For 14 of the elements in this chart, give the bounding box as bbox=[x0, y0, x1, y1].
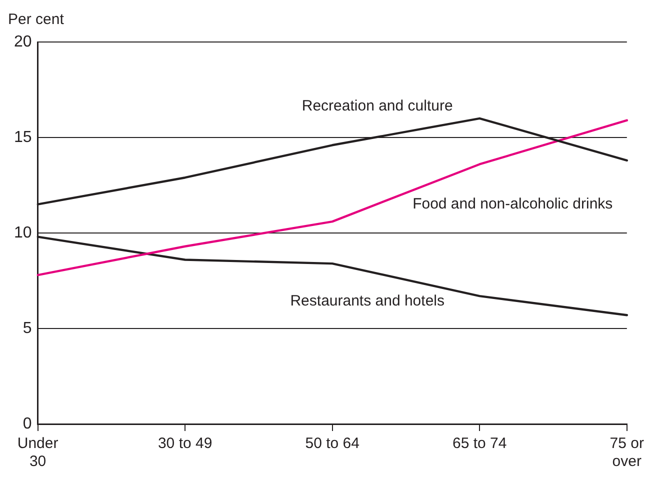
y-tick-label: 5 bbox=[22, 320, 32, 337]
y-tick-label: 15 bbox=[14, 128, 32, 146]
x-tick-label: 65 to 74 bbox=[452, 435, 507, 452]
y-tick-label: 10 bbox=[14, 224, 32, 242]
x-tick-label: Under 30 bbox=[17, 435, 58, 470]
x-tick-label: 30 to 49 bbox=[158, 435, 212, 452]
y-axis-title: Per cent bbox=[8, 11, 65, 28]
y-tick-label: 0 bbox=[22, 415, 32, 432]
y-tick-label: 20 bbox=[14, 33, 32, 50]
series-label: Food and non-alcoholic drinks bbox=[412, 195, 613, 212]
series-label: Recreation and culture bbox=[302, 97, 453, 114]
x-tick-label: 75 or over bbox=[610, 435, 644, 470]
x-tick-label: 50 to 64 bbox=[305, 435, 360, 452]
series-label: Restaurants and hotels bbox=[290, 292, 444, 310]
